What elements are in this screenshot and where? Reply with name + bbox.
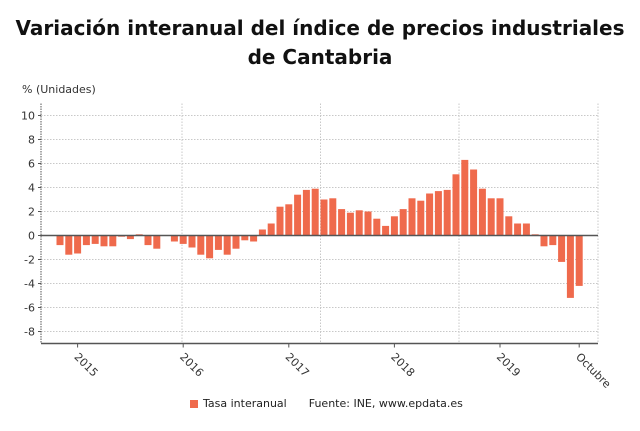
x-tick-label: 2016: [177, 350, 206, 379]
bar: [188, 235, 196, 248]
bar: [540, 235, 548, 247]
x-tick-label: Octubre: [573, 350, 613, 390]
bar: [56, 235, 64, 246]
bar: [232, 235, 240, 249]
bar: [399, 209, 407, 236]
legend-label: Tasa interanual: [203, 397, 287, 410]
chart-title: Variación interanual del índice de preci…: [15, 16, 625, 69]
bar: [82, 235, 90, 246]
bar: [461, 159, 469, 236]
bar: [417, 200, 425, 236]
bar: [250, 235, 258, 242]
y-tick-label: -2: [24, 254, 35, 267]
bar: [338, 209, 346, 236]
y-tick-label: 0: [28, 230, 35, 243]
bar: [206, 235, 214, 259]
x-tick-label: 2017: [283, 350, 312, 379]
bar: [197, 235, 205, 255]
y-tick-label: 10: [21, 110, 35, 123]
bar: [373, 218, 381, 236]
bar: [549, 235, 557, 246]
bar: [408, 198, 416, 236]
bar: [487, 198, 495, 236]
bar: [223, 235, 231, 255]
bar: [170, 235, 178, 242]
bar: [311, 188, 319, 236]
bar: [575, 235, 583, 286]
bar: [355, 210, 363, 236]
bar: [294, 194, 302, 236]
y-tick-label: -6: [24, 302, 35, 315]
x-tick-label: 2015: [71, 350, 100, 379]
y-tick-label: -4: [24, 278, 35, 291]
bar: [452, 174, 460, 236]
bar: [285, 204, 293, 236]
bar: [74, 235, 82, 254]
bar: [522, 223, 530, 236]
bar: [426, 193, 434, 236]
bar: [91, 235, 99, 244]
y-tick-label: 2: [28, 206, 35, 219]
bar: [514, 223, 522, 236]
bar: [566, 235, 574, 298]
bar: [496, 198, 504, 236]
x-tick-label: 2019: [494, 350, 523, 379]
y-axis-label: % (Unidades): [22, 83, 96, 96]
bar: [302, 189, 310, 236]
bar: [558, 235, 566, 262]
bar: [478, 188, 486, 236]
bar: [153, 235, 161, 249]
y-tick-label: -8: [24, 326, 35, 339]
bar: [241, 235, 249, 241]
legend-swatch: [190, 399, 198, 408]
bar: [214, 235, 222, 250]
bar: [470, 169, 478, 236]
x-tick-label: 2018: [388, 350, 417, 379]
bar: [364, 211, 372, 236]
bar: [382, 225, 390, 236]
bar: [109, 235, 117, 247]
bar: [329, 198, 337, 236]
bar: [65, 235, 73, 255]
bar: [276, 206, 284, 236]
bar: [505, 216, 513, 236]
bar: [267, 223, 275, 236]
bar: [144, 235, 152, 246]
bar: [443, 189, 451, 236]
y-tick-label: 6: [28, 158, 35, 171]
source-note: Fuente: INE, www.epdata.es: [308, 397, 463, 410]
legend: Tasa interanual Fuente: INE, www.epdata.…: [190, 397, 463, 410]
y-tick-label: 4: [28, 182, 35, 195]
bar: [126, 235, 134, 240]
bar: [346, 212, 354, 236]
y-tick-label: 8: [28, 134, 35, 147]
bar: [258, 229, 266, 236]
bar: [320, 199, 328, 236]
bar: [179, 235, 187, 244]
bar: [434, 191, 442, 236]
bar: [100, 235, 108, 247]
bar: [390, 216, 398, 236]
